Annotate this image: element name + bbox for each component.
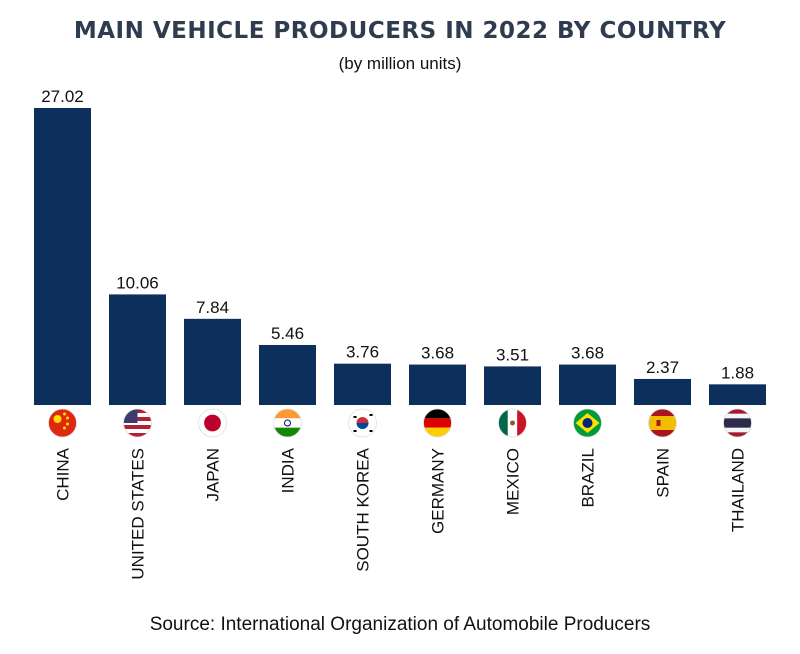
value-label: 3.68 bbox=[571, 344, 604, 363]
japan-flag-icon bbox=[198, 408, 227, 438]
flags-group bbox=[48, 408, 752, 438]
value-labels-group: 27.02 10.06 7.84 5.46 3.76 3.68 3.51 3.68 2.37 1.… bbox=[41, 87, 754, 382]
bar-germany bbox=[409, 364, 466, 405]
india-flag-icon bbox=[273, 408, 302, 438]
category-label: SPAIN bbox=[654, 448, 673, 498]
category-label: THAILAND bbox=[729, 448, 748, 532]
bar-brazil bbox=[559, 364, 616, 405]
bar-chart: 27.02 10.06 7.84 5.46 3.76 3.68 3.51 3.68 2.37 1.… bbox=[34, 87, 766, 580]
value-label: 7.84 bbox=[196, 298, 229, 317]
value-label: 3.76 bbox=[346, 343, 379, 362]
brazil-flag-icon bbox=[573, 408, 602, 438]
value-label: 10.06 bbox=[116, 273, 159, 292]
value-label: 5.46 bbox=[271, 324, 304, 343]
chart-source: Source: International Organization of Au… bbox=[149, 614, 651, 635]
category-label: MEXICO bbox=[504, 448, 523, 515]
category-label: BRAZIL bbox=[579, 448, 598, 508]
category-label: SOUTH KOREA bbox=[354, 447, 373, 571]
category-label: JAPAN bbox=[204, 448, 223, 502]
united-states-flag-icon bbox=[123, 408, 152, 438]
bar-mexico bbox=[484, 366, 541, 405]
spain-flag-icon bbox=[648, 408, 677, 438]
bar-china bbox=[34, 108, 91, 405]
chart-subtitle: (by million units) bbox=[338, 54, 462, 73]
bar-thailand bbox=[709, 384, 766, 405]
value-label: 3.51 bbox=[496, 345, 529, 364]
value-label: 2.37 bbox=[646, 358, 679, 377]
category-labels-group: CHINA UNITED STATES JAPAN INDIA SOUTH KOREA G… bbox=[54, 447, 748, 579]
bars-group bbox=[34, 108, 766, 405]
china-flag-icon bbox=[48, 408, 77, 438]
south-korea-flag-icon bbox=[348, 408, 377, 438]
value-label: 1.88 bbox=[721, 363, 754, 382]
category-label: UNITED STATES bbox=[129, 448, 148, 580]
value-label: 3.68 bbox=[421, 344, 454, 363]
bar-japan bbox=[184, 318, 241, 405]
bar-south-korea bbox=[334, 363, 391, 405]
germany-flag-icon bbox=[423, 408, 452, 438]
category-label: INDIA bbox=[279, 447, 298, 493]
value-label: 27.02 bbox=[41, 87, 84, 106]
bar-united-states bbox=[109, 294, 166, 405]
bar-india bbox=[259, 344, 316, 405]
category-label: GERMANY bbox=[429, 448, 448, 534]
chart-title: MAIN VEHICLE PRODUCERS IN 2022 BY COUNTR… bbox=[73, 18, 727, 44]
thailand-flag-icon bbox=[723, 408, 752, 438]
mexico-flag-icon bbox=[498, 408, 527, 438]
bar-spain bbox=[634, 378, 691, 405]
category-label: CHINA bbox=[54, 447, 73, 501]
